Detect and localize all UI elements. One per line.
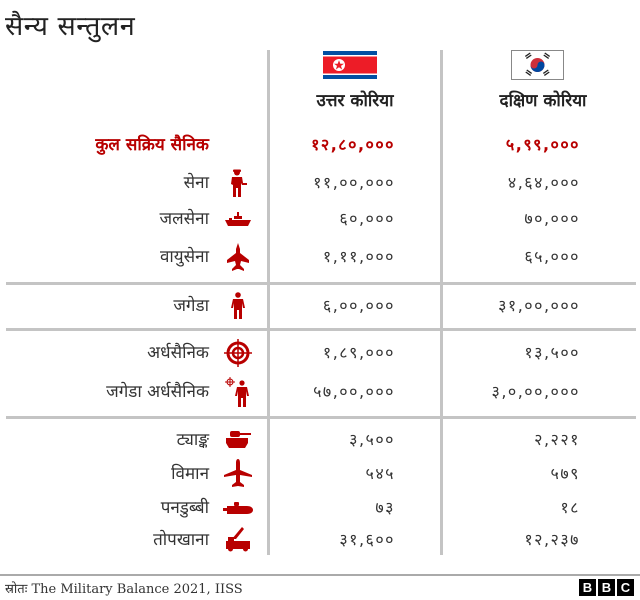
north-korea-value: १,८९,००० <box>322 343 395 362</box>
north-korea-value: ६०,००० <box>339 209 395 228</box>
section-divider <box>6 282 636 285</box>
submarine-icon <box>222 493 254 523</box>
north-korea-value: ३१,६०० <box>339 530 395 549</box>
table-row-reserves: जगेडा ६,००,००० ३१,००,००० <box>0 291 640 321</box>
north-korea-value: ५४५ <box>365 464 395 483</box>
source-text: The Military Balance 2021, IISS <box>27 582 243 597</box>
row-label: ट्याङ्क <box>176 430 209 450</box>
table-row-army: सेना ११,००,००० ४,६४,००० <box>0 168 640 198</box>
south-korea-value: २,२२१ <box>534 430 580 449</box>
bbc-logo-letter: B <box>598 579 615 596</box>
bbc-logo-letter: B <box>579 579 596 596</box>
row-label: जलसेना <box>159 209 209 229</box>
north-korea-value: ७३ <box>375 498 395 517</box>
row-label: पनडुब्बी <box>160 498 209 518</box>
north-korea-value: १,११,००० <box>322 247 395 266</box>
section-divider <box>6 416 636 419</box>
south-korea-value: ५७९ <box>550 464 580 483</box>
table-row-air-force: वायुसेना १,११,००० ६५,००० <box>0 242 640 272</box>
reserve-paramilitary-icon <box>222 377 254 407</box>
north-korea-value: ५७,००,००० <box>313 382 395 401</box>
soldier-icon <box>222 168 254 198</box>
row-label: सेना <box>183 173 209 193</box>
south-korea-value: ३१,००,००० <box>498 296 580 315</box>
north-korea-value: १२,८०,००० <box>311 135 395 154</box>
column-header-north-korea: उत्तर कोरिया <box>316 91 394 111</box>
south-korea-flag <box>511 50 564 84</box>
south-korea-value: १३,५०० <box>524 343 580 362</box>
south-korea-value: ५,९९,००० <box>505 135 580 154</box>
table-row-aircraft: विमान ५४५ ५७९ <box>0 459 640 489</box>
south-korea-value: १२,२३७ <box>524 530 580 549</box>
column-divider-left <box>267 50 270 555</box>
table-row-total-active: कुल सक्रिय सैनिक १२,८०,००० ५,९९,००० <box>0 130 640 160</box>
reserve-person-icon <box>222 291 254 321</box>
source-credit: स्रोतः The Military Balance 2021, IISS <box>5 579 243 597</box>
south-korea-value: ७०,००० <box>524 209 580 228</box>
north-korea-value: ११,००,००० <box>313 173 395 192</box>
tank-icon <box>222 425 254 455</box>
bbc-logo: B B C <box>579 579 634 596</box>
south-korea-value: ४,६४,००० <box>507 173 580 192</box>
page-title: सैन्य सन्तुलन <box>5 11 136 42</box>
column-divider-right <box>440 50 443 555</box>
row-label: जगेडा <box>173 296 209 316</box>
target-icon <box>222 338 254 368</box>
north-korea-flag <box>323 51 377 83</box>
south-korea-value: १८ <box>560 498 580 517</box>
table-row-submarines: पनडुब्बी ७३ १८ <box>0 493 640 523</box>
row-label: विमान <box>171 464 209 484</box>
row-label: कुल सक्रिय सैनिक <box>95 135 209 155</box>
section-divider <box>6 328 636 331</box>
artillery-icon <box>222 525 254 555</box>
source-prefix: स्रोतः <box>5 582 28 597</box>
row-label: तोपखाना <box>153 530 209 550</box>
row-label: अर्धसैनिक <box>147 343 209 363</box>
table-row-artillery: तोपखाना ३१,६०० १२,२३७ <box>0 525 640 555</box>
column-header-south-korea: दक्षिण कोरिया <box>499 91 587 111</box>
warship-icon <box>222 204 254 234</box>
north-korea-value: ६,००,००० <box>322 296 395 315</box>
table-row-paramilitary: अर्धसैनिक १,८९,००० १३,५०० <box>0 338 640 368</box>
south-korea-value: ६५,००० <box>524 247 580 266</box>
table-row-tanks: ट्याङ्क ३,५०० २,२२१ <box>0 425 640 455</box>
row-label: वायुसेना <box>159 247 209 267</box>
row-label: जगेडा अर्धसैनिक <box>106 382 209 402</box>
aircraft-icon <box>222 459 254 489</box>
bbc-logo-letter: C <box>617 579 634 596</box>
fighter-jet-icon <box>222 242 254 272</box>
footer-divider <box>0 574 640 576</box>
north-korea-value: ३,५०० <box>349 430 395 449</box>
table-row-reserve-paramilitary: जगेडा अर्धसैनिक ५७,००,००० ३,०,००,००० <box>0 377 640 407</box>
table-row-navy: जलसेना ६०,००० ७०,००० <box>0 204 640 234</box>
south-korea-value: ३,०,००,००० <box>491 382 580 401</box>
